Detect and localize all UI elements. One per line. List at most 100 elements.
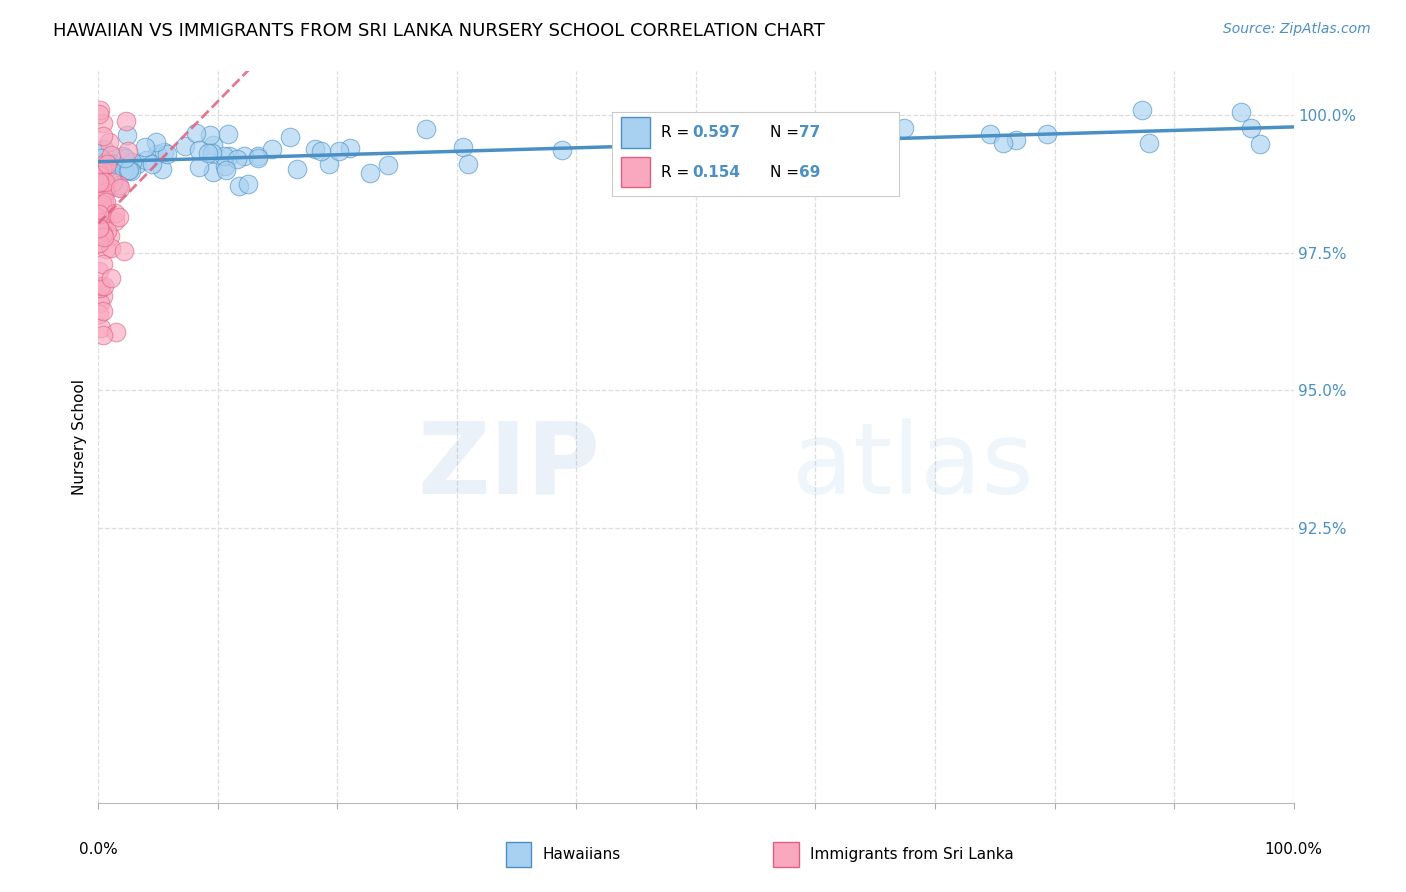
Point xyxy=(457,157,479,171)
Point xyxy=(135,153,157,167)
Point xyxy=(228,178,250,193)
Point xyxy=(87,107,110,121)
Point xyxy=(89,221,111,235)
Point xyxy=(100,271,122,285)
Point xyxy=(90,196,112,211)
Point xyxy=(108,181,131,195)
Point xyxy=(188,143,211,157)
Point xyxy=(979,127,1001,141)
Point xyxy=(202,164,225,178)
Point xyxy=(89,176,111,190)
Point xyxy=(89,147,111,161)
Point xyxy=(226,152,249,166)
Point xyxy=(104,325,127,339)
Text: HAWAIIAN VS IMMIGRANTS FROM SRI LANKA NURSERY SCHOOL CORRELATION CHART: HAWAIIAN VS IMMIGRANTS FROM SRI LANKA NU… xyxy=(53,22,825,40)
Point xyxy=(89,235,111,250)
Point xyxy=(90,163,112,178)
Point xyxy=(246,148,269,162)
Point xyxy=(94,194,117,209)
Point xyxy=(90,210,112,224)
Point xyxy=(89,263,111,277)
Point xyxy=(94,242,117,256)
Point xyxy=(339,141,361,155)
Point xyxy=(87,206,110,220)
Point xyxy=(215,163,238,178)
Point xyxy=(93,180,115,194)
Text: 100.0%: 100.0% xyxy=(1264,842,1323,856)
Point xyxy=(91,194,114,208)
Point xyxy=(101,157,124,171)
Point xyxy=(98,155,121,169)
Point xyxy=(89,202,111,216)
Point xyxy=(91,200,114,214)
Point xyxy=(790,140,813,154)
Point xyxy=(115,113,138,128)
Point xyxy=(90,151,112,165)
Point xyxy=(87,236,110,251)
Point xyxy=(214,159,236,173)
Point xyxy=(285,162,308,177)
Point xyxy=(93,175,115,189)
Point xyxy=(91,116,114,130)
Point xyxy=(186,126,208,140)
Point xyxy=(318,157,340,171)
Point xyxy=(146,146,169,161)
Point xyxy=(551,143,574,157)
Point xyxy=(93,194,115,208)
Point xyxy=(1137,136,1160,150)
Point xyxy=(90,172,112,186)
Point xyxy=(174,139,197,153)
Text: ZIP: ZIP xyxy=(418,417,600,515)
Point xyxy=(201,137,224,152)
Point xyxy=(621,130,644,145)
Point xyxy=(89,280,111,294)
Point xyxy=(89,296,111,310)
Point xyxy=(100,171,122,186)
Point xyxy=(778,135,800,149)
Point xyxy=(769,146,792,161)
Point xyxy=(91,128,114,143)
Point xyxy=(108,178,131,193)
Point xyxy=(328,145,350,159)
Point xyxy=(260,142,283,156)
Text: Hawaiians: Hawaiians xyxy=(543,847,621,862)
Point xyxy=(103,176,125,190)
Point xyxy=(91,257,114,271)
Text: Immigrants from Sri Lanka: Immigrants from Sri Lanka xyxy=(810,847,1014,862)
Point xyxy=(1230,104,1253,119)
Point xyxy=(89,103,111,117)
Point xyxy=(451,140,474,154)
Point xyxy=(118,163,141,178)
Point xyxy=(150,161,173,176)
Point xyxy=(197,145,219,160)
Text: 0.0%: 0.0% xyxy=(79,842,118,856)
Point xyxy=(100,241,122,255)
Point xyxy=(218,149,240,163)
Point xyxy=(233,149,256,163)
Point xyxy=(104,206,127,220)
Point xyxy=(112,244,135,258)
Text: atlas: atlas xyxy=(792,417,1033,515)
Point xyxy=(1249,136,1271,151)
Point xyxy=(91,289,114,303)
Point xyxy=(87,176,110,190)
Point xyxy=(120,164,142,178)
Point xyxy=(134,140,156,154)
Point xyxy=(98,136,121,150)
Point xyxy=(90,321,112,335)
Point xyxy=(98,228,121,243)
Text: Source: ZipAtlas.com: Source: ZipAtlas.com xyxy=(1223,22,1371,37)
Point xyxy=(87,168,110,182)
Point xyxy=(1240,121,1263,136)
Point xyxy=(304,142,326,156)
Point xyxy=(125,157,148,171)
Point xyxy=(121,155,143,169)
Point xyxy=(97,160,120,174)
Point xyxy=(90,226,112,240)
Point xyxy=(96,224,118,238)
Point xyxy=(377,158,399,172)
Point xyxy=(89,178,111,192)
Point xyxy=(108,211,131,225)
Point xyxy=(93,212,115,227)
Point xyxy=(93,229,115,244)
